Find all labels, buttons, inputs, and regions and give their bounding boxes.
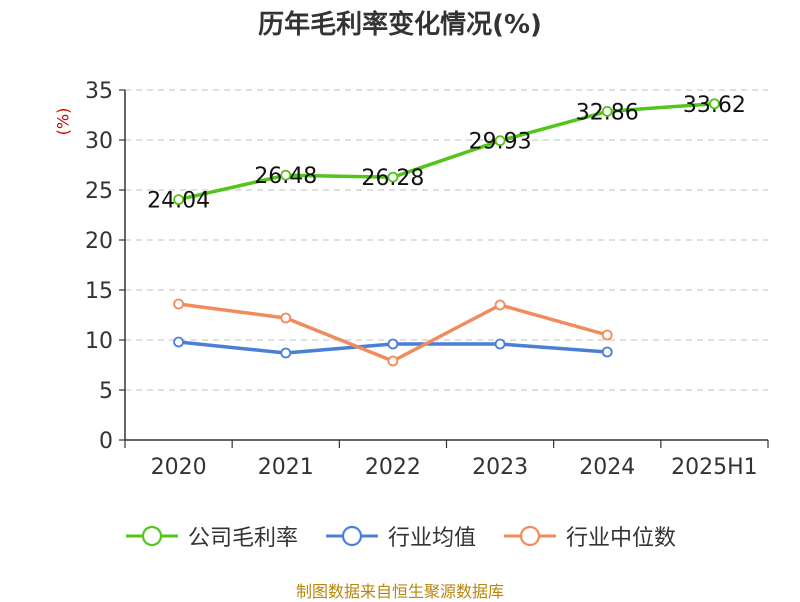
x-tick-label: 2024 xyxy=(579,455,635,480)
data-label: 29.93 xyxy=(469,130,532,155)
data-label: 26.28 xyxy=(361,166,424,191)
data-point xyxy=(494,135,506,147)
x-tick-label: 2021 xyxy=(258,455,314,480)
data-point xyxy=(280,169,292,181)
series-line xyxy=(178,102,715,202)
data-point xyxy=(601,346,613,358)
source-note: 制图数据来自恒生聚源数据库 xyxy=(295,582,504,601)
data-point xyxy=(494,299,506,311)
data-point xyxy=(387,338,399,350)
data-point xyxy=(280,347,292,359)
data-point xyxy=(709,98,720,110)
x-tick-label: 2025H1 xyxy=(671,455,758,480)
legend: 公司毛利率 行业均值 行业中位数 xyxy=(0,518,800,554)
x-tick-label: 2023 xyxy=(472,455,528,480)
y-tick-label: 5 xyxy=(99,379,113,404)
data-point xyxy=(601,106,613,117)
data-label: 32.86 xyxy=(576,100,639,125)
legend-item[interactable]: 公司毛利率 xyxy=(124,520,298,552)
data-label: 24.04 xyxy=(147,189,210,214)
legend-label: 行业中位数 xyxy=(566,526,677,551)
data-point xyxy=(494,338,506,350)
legend-swatch-icon xyxy=(125,525,178,547)
series-line xyxy=(178,302,608,363)
data-point xyxy=(280,312,292,324)
data-point xyxy=(173,298,184,310)
legend-label: 公司毛利率 xyxy=(187,526,298,551)
data-point xyxy=(387,171,399,183)
y-tick-label: 0 xyxy=(99,429,113,454)
x-tick-label: 2022 xyxy=(365,455,421,480)
y-tick-label: 30 xyxy=(85,129,113,154)
data-point xyxy=(387,355,399,367)
legend-label: 行业均值 xyxy=(387,526,476,551)
y-tick-label: 15 xyxy=(85,279,113,304)
chart-title: 历年毛利率变化情况(%) xyxy=(258,10,542,40)
data-point xyxy=(601,329,613,341)
legend-swatch-icon xyxy=(325,525,378,547)
data-label: 26.48 xyxy=(254,164,317,189)
data-point xyxy=(173,336,184,348)
y-tick-label: 20 xyxy=(85,229,113,254)
data-point xyxy=(173,194,184,206)
y-tick-label: 35 xyxy=(85,79,113,104)
y-tick-label: 25 xyxy=(85,179,113,204)
legend-item[interactable]: 行业中位数 xyxy=(502,520,676,552)
data-label: 33.62 xyxy=(683,93,746,118)
legend-item[interactable]: 行业均值 xyxy=(324,520,476,552)
x-tick-label: 2020 xyxy=(151,455,207,480)
legend-swatch-icon xyxy=(504,525,556,547)
y-tick-label: 10 xyxy=(85,329,113,354)
